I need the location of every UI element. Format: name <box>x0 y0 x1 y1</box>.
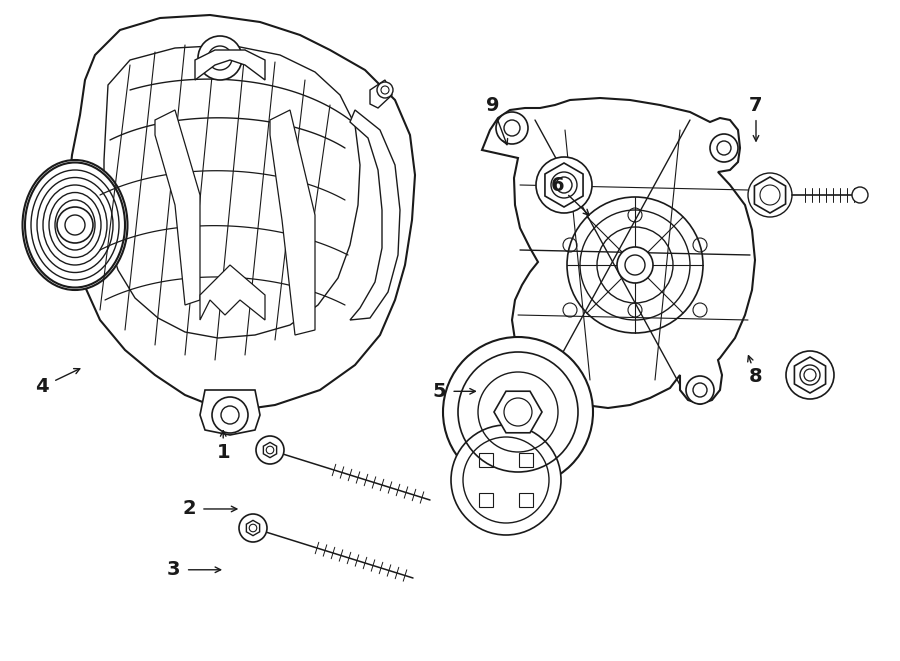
Polygon shape <box>68 15 415 410</box>
Text: 5: 5 <box>432 382 446 401</box>
Polygon shape <box>494 391 542 433</box>
Text: 8: 8 <box>749 368 763 386</box>
Circle shape <box>57 207 93 243</box>
Text: 9: 9 <box>486 97 499 115</box>
Text: 3: 3 <box>167 561 180 579</box>
Circle shape <box>852 187 868 203</box>
Polygon shape <box>200 265 265 320</box>
Circle shape <box>443 337 593 487</box>
Circle shape <box>212 397 248 433</box>
Circle shape <box>686 376 714 404</box>
Circle shape <box>567 197 703 333</box>
Polygon shape <box>200 390 260 435</box>
Polygon shape <box>270 110 315 335</box>
Polygon shape <box>795 357 825 393</box>
Circle shape <box>617 247 653 283</box>
Polygon shape <box>544 163 583 207</box>
Circle shape <box>377 82 393 98</box>
Circle shape <box>198 36 242 80</box>
Circle shape <box>800 365 820 385</box>
Polygon shape <box>247 520 259 535</box>
Text: 1: 1 <box>216 444 230 462</box>
Circle shape <box>256 436 284 464</box>
Circle shape <box>786 351 834 399</box>
Polygon shape <box>482 98 755 408</box>
Polygon shape <box>195 50 265 80</box>
Circle shape <box>710 134 738 162</box>
Polygon shape <box>264 442 276 457</box>
Polygon shape <box>754 177 786 213</box>
Circle shape <box>496 112 528 144</box>
Circle shape <box>451 425 561 535</box>
Text: 6: 6 <box>551 176 565 194</box>
Circle shape <box>551 172 577 198</box>
Polygon shape <box>350 110 400 320</box>
Text: 2: 2 <box>182 500 196 518</box>
Polygon shape <box>104 45 360 338</box>
Polygon shape <box>370 80 392 108</box>
Circle shape <box>239 514 267 542</box>
Text: 4: 4 <box>35 377 50 396</box>
Ellipse shape <box>22 160 128 290</box>
Text: 7: 7 <box>749 97 763 115</box>
Polygon shape <box>155 110 200 305</box>
Circle shape <box>536 157 592 213</box>
